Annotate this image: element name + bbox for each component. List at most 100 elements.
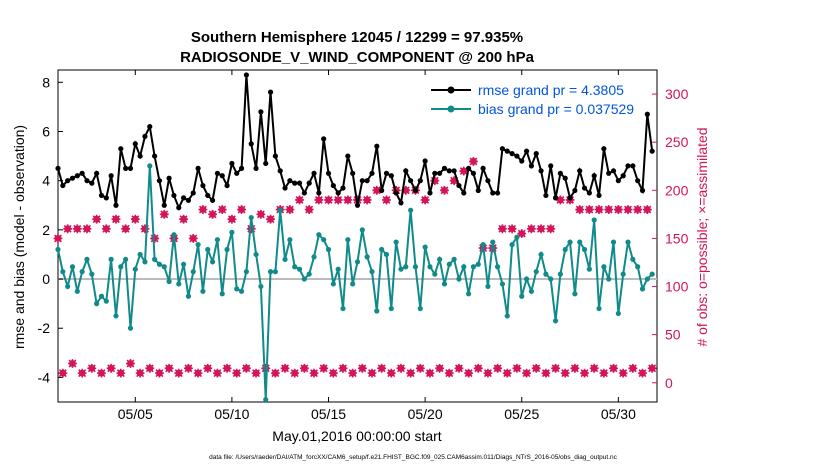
obs-assimilated-marker <box>314 195 324 205</box>
bias-point <box>649 271 655 277</box>
bias-point <box>620 271 626 277</box>
obs-possible-marker <box>523 369 530 377</box>
rmse-point <box>577 168 583 174</box>
bias-point <box>606 276 612 282</box>
obs-assimilated-marker <box>401 185 411 195</box>
bias-point <box>630 256 636 262</box>
obs-possible-marker <box>648 364 656 372</box>
bias-point <box>635 264 641 270</box>
rmse-point <box>581 185 588 191</box>
rmse-point <box>229 160 235 167</box>
bias-point <box>89 271 95 277</box>
bias-point <box>639 286 646 292</box>
bias-point <box>408 207 414 213</box>
rmse-point <box>190 190 196 196</box>
obs-possible-marker <box>643 206 651 213</box>
obs-possible-marker <box>542 369 550 377</box>
obs-possible-marker <box>465 369 473 377</box>
rmse-point <box>243 72 249 78</box>
rmse-point <box>475 187 481 194</box>
rmse-point <box>166 175 172 181</box>
rmse-point <box>393 190 399 196</box>
obs-assimilated-marker <box>493 363 503 373</box>
rmse-point <box>98 192 105 199</box>
obs-assimilated-marker <box>483 368 493 378</box>
bias-point <box>55 246 61 253</box>
rmse-point <box>480 165 486 171</box>
obs-assimilated-marker <box>111 214 121 224</box>
rmse-point <box>446 168 452 174</box>
obs-assimilated-marker <box>135 368 145 378</box>
y-left-tick-label: 0 <box>42 271 50 287</box>
obs-possible-marker <box>518 230 526 237</box>
rmse-point <box>470 170 477 176</box>
bias-point <box>359 227 365 233</box>
rmse-point <box>301 190 307 196</box>
bias-point <box>644 276 650 282</box>
obs-possible-marker <box>160 210 168 218</box>
rmse-point <box>147 123 153 130</box>
obs-assimilated-marker <box>198 205 208 214</box>
bias-point <box>248 214 254 221</box>
obs-possible-marker <box>436 364 444 372</box>
obs-assimilated-marker <box>560 368 570 378</box>
obs-possible-marker <box>595 206 603 213</box>
rmse-point <box>345 153 351 159</box>
bias-point <box>601 264 607 270</box>
obs-assimilated-marker <box>174 368 184 378</box>
plot-area: 05/05 05/10 05/15 05/20 05/25 05/30 -4 -2 0 2 4 6 8 0… <box>38 69 689 422</box>
rmse-point <box>171 192 177 199</box>
bias-point <box>272 269 278 275</box>
rmse-point <box>509 151 515 157</box>
rmse-point <box>567 195 573 201</box>
rmse-line <box>57 74 654 211</box>
obs-assimilated-marker <box>584 205 594 214</box>
rmse-point <box>630 163 636 169</box>
obs-assimilated-marker <box>541 368 551 378</box>
obs-assimilated-marker <box>280 363 290 373</box>
bias-point <box>330 281 336 287</box>
rmse-point <box>296 180 303 186</box>
bias-point <box>292 264 298 270</box>
rmse-point <box>238 165 245 171</box>
obs-assimilated-marker <box>594 205 604 214</box>
bias-point <box>552 318 559 324</box>
rmse-point <box>74 173 80 179</box>
obs-possible-marker <box>156 369 163 377</box>
obs-possible-marker <box>146 364 154 372</box>
rmse-point <box>113 202 119 208</box>
bias-point <box>591 217 597 223</box>
obs-possible-marker <box>93 215 101 223</box>
rmse-point <box>321 136 327 142</box>
obs-possible-marker <box>590 364 598 372</box>
obs-possible-marker <box>141 225 149 233</box>
rmse-point <box>176 205 182 211</box>
obs-assimilated-marker <box>555 195 565 205</box>
obs-possible-marker <box>54 235 62 242</box>
rmse-point <box>350 170 356 176</box>
obs-assimilated-marker <box>97 368 106 378</box>
obs-possible-marker <box>624 206 632 213</box>
obs-possible-marker <box>445 369 453 377</box>
bias-point <box>345 237 351 243</box>
obs-assimilated-marker <box>304 205 314 214</box>
bias-point <box>494 264 501 270</box>
rmse-point <box>287 178 293 184</box>
bias-point <box>185 293 192 299</box>
obs-possible-marker <box>585 206 593 213</box>
obs-possible-marker <box>387 369 395 377</box>
rmse-point <box>152 153 158 159</box>
bias-point <box>596 305 602 312</box>
bias-point <box>451 256 457 262</box>
obs-possible-marker <box>508 225 516 233</box>
obs-possible-marker <box>64 225 72 233</box>
y-left-tick-label: 8 <box>42 74 50 90</box>
bias-point <box>335 266 341 272</box>
bias-point <box>321 237 327 243</box>
rmse-point <box>89 180 95 186</box>
obs-assimilated-marker <box>227 214 237 224</box>
bias-point <box>229 229 235 235</box>
obs-assimilated-marker <box>507 224 517 234</box>
obs-possible-marker <box>185 364 192 372</box>
obs-possible-marker <box>325 196 332 204</box>
